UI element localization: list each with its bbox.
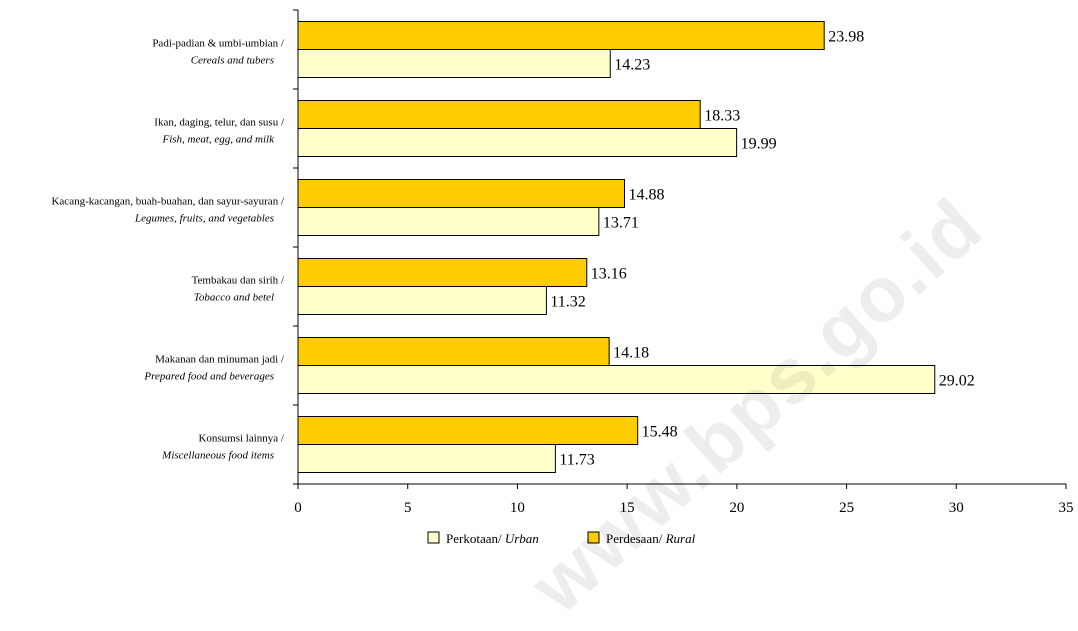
category-label: Makanan dan minuman jadi / xyxy=(155,354,285,366)
bar-urban xyxy=(297,207,600,236)
category-label-english: Tobacco and betel xyxy=(194,292,274,304)
bar-urban xyxy=(297,444,556,473)
legend-label-urban: Perkotaan/ Urban xyxy=(446,531,539,546)
x-tick-label: 15 xyxy=(620,500,635,516)
category-label-english: Prepared food and beverages xyxy=(143,371,274,383)
bar-rural xyxy=(297,179,626,208)
category-label: Ikan, daging, telur, dan susu / xyxy=(154,117,285,129)
chart-axes xyxy=(293,9,1066,485)
category-label-english: Fish, meat, egg, and milk xyxy=(161,134,275,146)
bar-urban xyxy=(297,49,611,78)
data-label-urban: 29.02 xyxy=(939,373,975,390)
data-label-urban: 11.32 xyxy=(550,294,585,311)
x-tick-label: 10 xyxy=(510,500,525,516)
bar-rural xyxy=(297,258,588,287)
bar-rural xyxy=(297,21,825,50)
bar-urban xyxy=(297,128,738,157)
x-tick-label: 20 xyxy=(729,500,744,516)
category-labels: Padi-padian & umbi-umbian / Cereals and t… xyxy=(51,38,284,462)
data-label-rural: 14.18 xyxy=(613,345,649,362)
x-tick-label: 0 xyxy=(294,500,302,516)
legend-swatch-urban xyxy=(427,531,440,544)
category-label-english: Miscellaneous food items xyxy=(161,450,274,462)
bar-rural xyxy=(297,100,701,129)
legend-item-rural: Perdesaan/ Rural xyxy=(587,531,696,546)
bar-rural xyxy=(297,337,610,366)
data-label-rural: 14.88 xyxy=(629,187,665,204)
legend-swatch-rural xyxy=(587,531,600,544)
data-label-urban: 19.99 xyxy=(741,136,777,153)
chart-legend: Perkotaan/ Urban Perdesaan/ Rural xyxy=(427,531,696,546)
category-label: Konsumsi lainnya / xyxy=(198,433,284,445)
category-label: Padi-padian & umbi-umbian / xyxy=(152,38,285,50)
category-label: Kacang-kacangan, buah-buahan, dan sayur-… xyxy=(51,196,284,208)
x-tick-label: 35 xyxy=(1059,500,1074,516)
bar-urban xyxy=(297,286,547,315)
x-tick-label: 25 xyxy=(839,500,854,516)
bar-rural xyxy=(297,416,639,445)
category-label-english: Legumes, fruits, and vegetables xyxy=(134,213,274,225)
data-label-rural: 23.98 xyxy=(828,29,864,46)
bar-urban xyxy=(297,365,936,394)
data-label-rural: 18.33 xyxy=(704,108,740,125)
data-label-urban: 11.73 xyxy=(559,452,594,469)
x-tick-label: 30 xyxy=(949,500,964,516)
data-label-rural: 13.16 xyxy=(591,266,627,283)
category-label: Tembakau dan sirih / xyxy=(192,275,285,287)
data-label-rural: 15.48 xyxy=(642,424,678,441)
legend-item-urban: Perkotaan/ Urban xyxy=(427,531,539,546)
category-label-english: Cereals and tubers xyxy=(191,55,274,67)
x-axis-ticks: 0 5 10 15 20 25 30 35 xyxy=(294,484,1074,516)
x-tick-label: 5 xyxy=(404,500,412,516)
data-label-urban: 14.23 xyxy=(614,57,650,74)
data-label-urban: 13.71 xyxy=(603,215,639,232)
legend-label-rural: Perdesaan/ Rural xyxy=(606,531,696,546)
